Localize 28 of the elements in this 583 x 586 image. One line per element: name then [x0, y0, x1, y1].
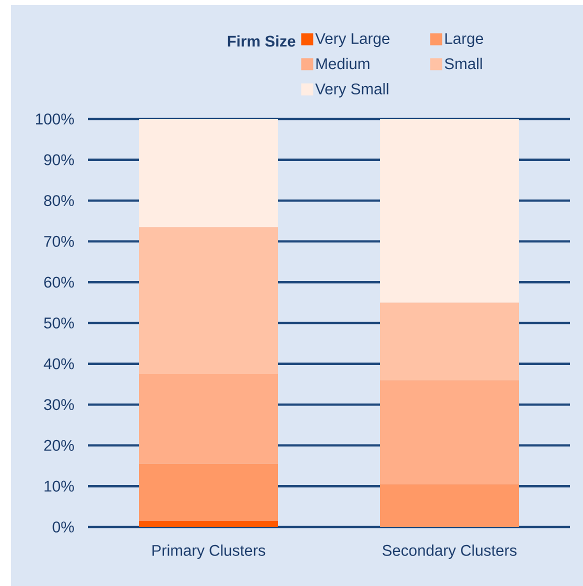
y-tick-label: 60% [44, 276, 74, 288]
x-tick-label: Primary Clusters [152, 544, 266, 559]
y-tick-label: 0% [52, 522, 74, 532]
y-tick-label: 90% [44, 154, 74, 166]
bar [139, 118, 278, 228]
legend-label: Medium [316, 58, 370, 70]
legend-title: Firm Size [228, 35, 296, 47]
bar [139, 464, 278, 521]
bar [380, 380, 520, 484]
y-tick-label: 20% [44, 440, 74, 451]
legend-label: Small [444, 58, 482, 70]
bar [139, 227, 278, 374]
legend-label: Very Small [315, 83, 388, 98]
legend-label: Large [445, 33, 484, 48]
y-tick-label: 100% [36, 114, 74, 124]
bar [139, 520, 278, 527]
legend-label: Very Large [315, 33, 390, 48]
x-tick-label: Secondary Clusters [382, 544, 517, 559]
bar [380, 484, 520, 527]
y-tick-label: 30% [44, 399, 74, 410]
y-tick-label: 70% [44, 236, 74, 247]
bar [139, 374, 278, 464]
y-tick-label: 40% [44, 358, 74, 370]
y-tick-label: 10% [44, 480, 74, 492]
bar [380, 302, 520, 380]
bar [380, 118, 520, 303]
y-tick-label: 80% [44, 195, 74, 206]
y-tick-label: 50% [44, 318, 74, 328]
